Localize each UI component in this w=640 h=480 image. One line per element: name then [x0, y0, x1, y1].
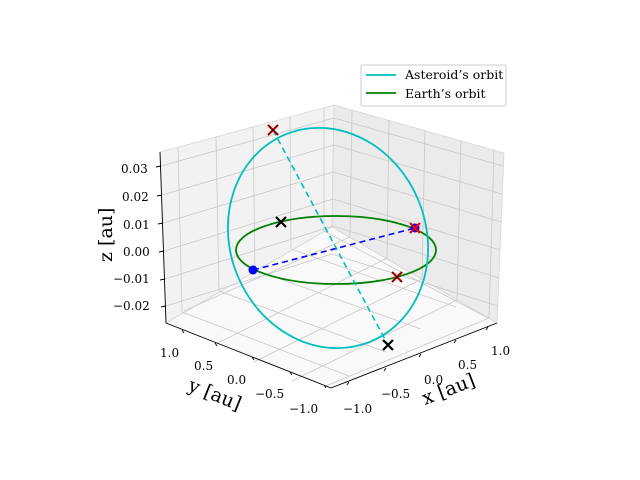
- y-tick-1: [181, 329, 185, 334]
- marker-red-3-outline: [391, 271, 403, 283]
- grid-floor-y-4: [290, 248, 457, 308]
- legend-label-earth: Earth’s orbit: [405, 86, 486, 101]
- z-tick-6: [160, 305, 167, 308]
- x-tick-label-5: 1.0: [491, 344, 510, 358]
- z-tick-label-2: 0.02: [122, 190, 149, 204]
- grid-y-left-4: [289, 116, 292, 250]
- marker-red-1-outline: [267, 124, 279, 136]
- grid-floor-y-1: [181, 311, 350, 377]
- z-tick-5: [159, 278, 166, 281]
- grid-z-right-1: [333, 117, 504, 167]
- grid-z-left-1: [160, 117, 335, 167]
- y-axis-line: [165, 322, 332, 389]
- grid-x-right-3: [421, 129, 426, 280]
- x-tick-4: [453, 339, 457, 344]
- x-tick-1: [346, 381, 350, 386]
- grid-z-left-6: [165, 253, 333, 307]
- x-tick-5: [485, 326, 489, 331]
- z-tick-label-6: −0.02: [113, 299, 150, 313]
- y-tick-label-4: −0.5: [255, 387, 284, 401]
- y-tick-label-3: 0.0: [227, 373, 246, 387]
- z-tick-label-4: 0.00: [123, 245, 150, 259]
- legend-label-asteroid: Asteroid’s orbit: [404, 67, 503, 82]
- z-tick-label-3: 0.01: [123, 218, 150, 232]
- tick-marks: [155, 165, 489, 389]
- node-point-1: [248, 265, 258, 275]
- marker-black-1: [275, 216, 287, 228]
- x-tick-label-3: 0.0: [424, 373, 443, 387]
- x-tick-label-2: −0.5: [381, 387, 410, 401]
- grid-z-right-5: [332, 225, 500, 279]
- y-tick-label-2: 0.5: [194, 359, 213, 373]
- z-tick-label-1: 0.03: [121, 162, 148, 176]
- z-tick-2: [156, 194, 163, 197]
- y-tick-4: [289, 371, 293, 376]
- grid-z-right-6: [331, 253, 499, 307]
- marker-red-2: [409, 222, 421, 234]
- marker-black-2: [382, 339, 394, 351]
- grid-z-right-2: [333, 144, 503, 195]
- z-tick-3: [157, 222, 164, 225]
- grid-x-right-2: [386, 119, 390, 259]
- z-tick-1: [155, 165, 162, 168]
- grid-floor-y-2: [218, 290, 387, 353]
- x-axis-line: [330, 322, 498, 389]
- grid-floor-x-5: [325, 317, 490, 387]
- grid-z-left-3: [162, 171, 334, 224]
- y-tick-2: [214, 342, 218, 347]
- x-tick-3: [418, 353, 422, 358]
- z-axis-label: z [au]: [95, 208, 117, 262]
- grid-z-left-2: [161, 144, 335, 196]
- nodal-line: [252, 227, 416, 271]
- grid-y-left-3: [252, 126, 256, 271]
- grid-z-left-4: [163, 198, 334, 252]
- asteroid-orbit-line: [227, 126, 429, 350]
- markers: [248, 124, 421, 351]
- x-tick-2: [383, 367, 387, 372]
- axis-lines: [159, 151, 498, 389]
- y-tick-label-5: −1.0: [289, 402, 318, 416]
- axes-panes: [159, 104, 505, 389]
- grid-x-right-5: [488, 149, 495, 319]
- grid-floor-x-3: [253, 278, 423, 363]
- grid-floor-y-3: [254, 269, 422, 330]
- grid-x-right-4: [456, 140, 462, 301]
- grid-floor-x-2: [217, 257, 388, 344]
- earth-orbit-line: [235, 215, 437, 285]
- grid-y-left-2: [215, 136, 220, 292]
- z-tick-4: [158, 250, 165, 253]
- legend: Asteroid’s orbit Earth’s orbit: [360, 64, 507, 107]
- z-tick-label-5: −0.01: [113, 272, 150, 286]
- x-tick-label-4: 0.5: [458, 358, 477, 372]
- grid-y-left-1: [177, 146, 183, 313]
- y-tick-5: [323, 384, 327, 389]
- x-tick-label-1: −1.0: [343, 402, 372, 416]
- legend-box: [360, 64, 507, 107]
- apsidal-line: [272, 129, 389, 346]
- y-tick-3: [251, 356, 255, 361]
- grid-z-left-5: [164, 225, 334, 280]
- y-tick-label-1: 1.0: [160, 346, 179, 360]
- z-axis-line: [159, 151, 167, 324]
- tick-labels: 0.03 0.02 0.01 0.00 −0.01 −0.02 1.0 0.5 …: [113, 162, 510, 416]
